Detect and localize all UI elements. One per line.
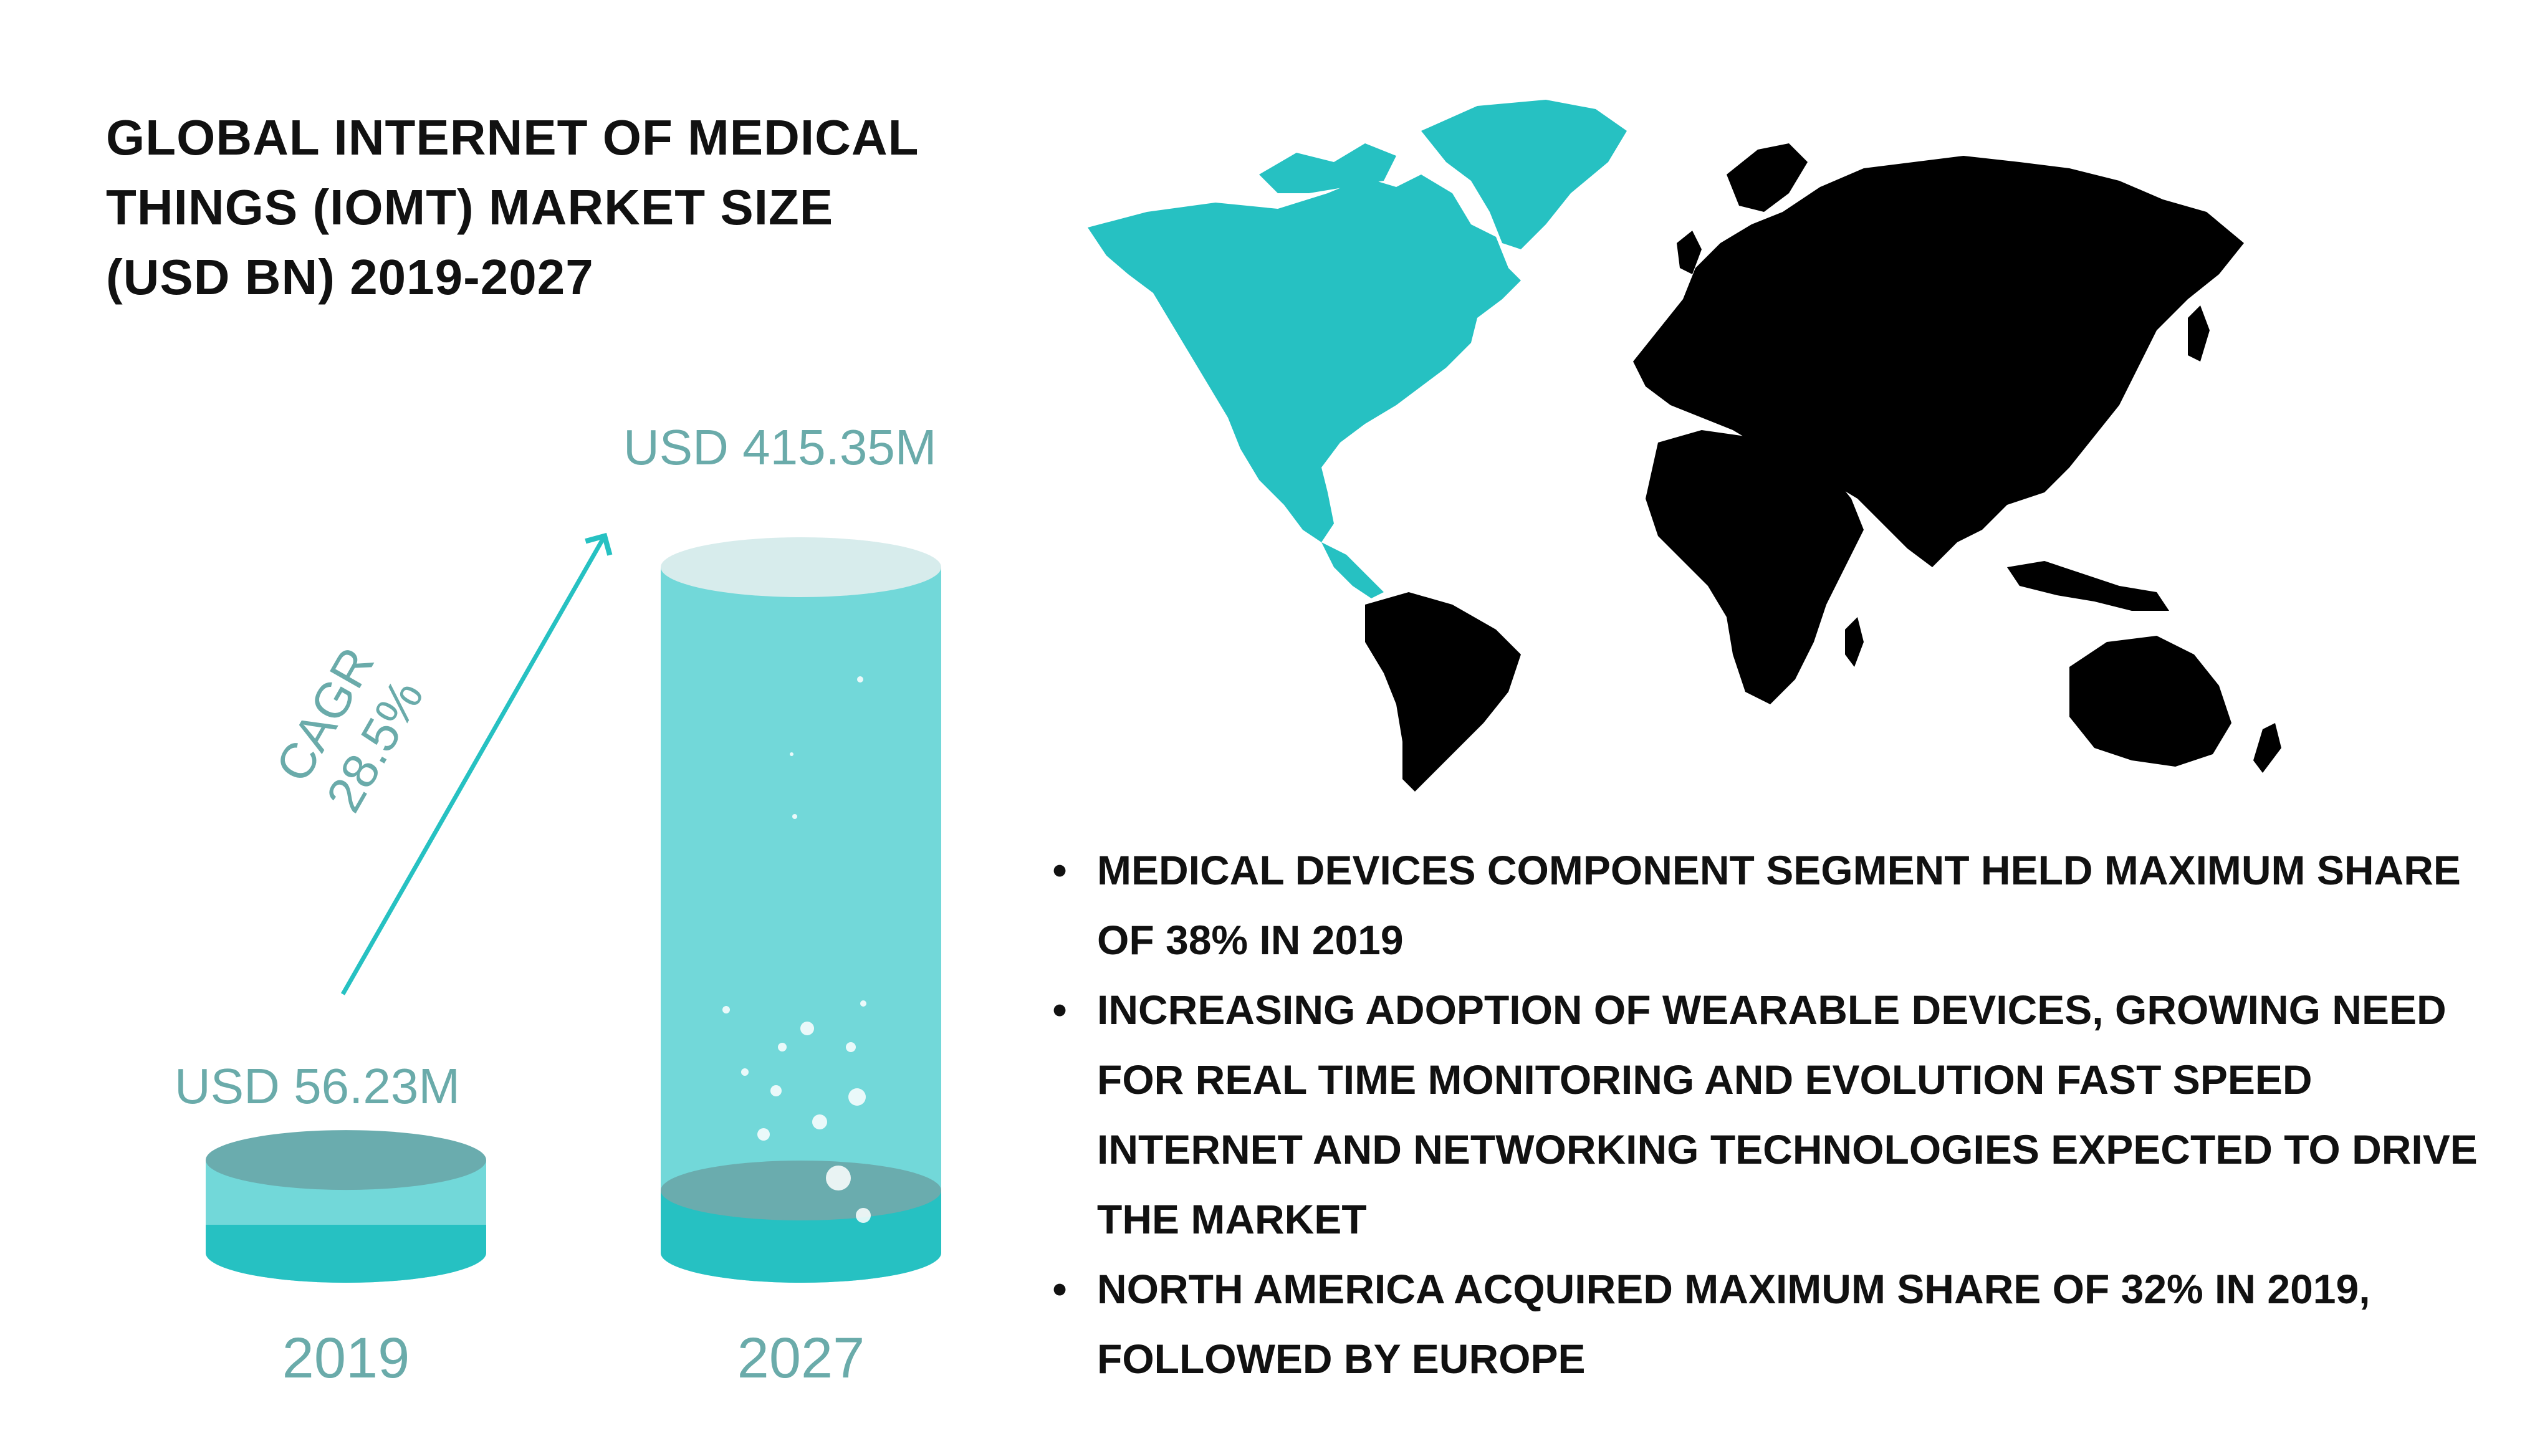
- map-new-zealand: [2253, 723, 2281, 773]
- map-africa: [1646, 430, 1864, 704]
- bullet-dot: •: [1052, 1266, 1067, 1312]
- map-arctic-islands: [1259, 143, 1396, 193]
- bubble: [800, 1022, 814, 1035]
- title-line-1: GLOBAL INTERNET OF MEDICAL: [106, 110, 919, 165]
- map-indonesia: [2007, 561, 2169, 611]
- bubble: [790, 752, 793, 756]
- key-findings-list: • MEDICAL DEVICES COMPONENT SEGMENT HELD…: [1047, 835, 2481, 1394]
- bars-layer: [206, 537, 941, 1283]
- bubble: [860, 1000, 866, 1007]
- finding-text: MEDICAL DEVICES COMPONENT SEGMENT HELD M…: [1097, 847, 2461, 963]
- cagr-arrow: [340, 532, 613, 995]
- map-uk: [1677, 231, 1702, 274]
- bubble: [846, 1042, 856, 1052]
- map-central-america: [1321, 542, 1384, 598]
- bubble: [722, 1006, 730, 1013]
- map-south-america: [1365, 592, 1521, 792]
- bar-body: [661, 567, 941, 1283]
- world-map: [1088, 100, 2281, 792]
- bubble: [792, 814, 797, 819]
- title-line-3: (USD BN) 2019-2027: [106, 249, 594, 305]
- bubble: [757, 1128, 770, 1141]
- bullet-dot: •: [1052, 987, 1067, 1033]
- bubble: [826, 1166, 851, 1190]
- bubble: [857, 676, 863, 682]
- map-japan: [2188, 305, 2210, 362]
- chart-title: GLOBAL INTERNET OF MEDICAL THINGS (IOMT)…: [106, 103, 979, 312]
- bubble: [812, 1114, 827, 1129]
- map-australia: [2069, 636, 2231, 767]
- bubble: [848, 1088, 866, 1106]
- data-label: USD 56.23M: [175, 1058, 460, 1114]
- bar-top: [661, 537, 941, 597]
- map-greenland: [1421, 100, 1627, 249]
- bar-2019: [206, 1130, 486, 1283]
- bar-base-band: [206, 1225, 486, 1283]
- title-line-2: THINGS (IOMT) MARKET SIZE: [106, 180, 834, 235]
- labels-layer: USD 56.23M 2019 USD 415.35M 2027: [175, 419, 936, 1390]
- bar-2027: [661, 537, 941, 1283]
- map-north-america: [1088, 175, 1521, 542]
- bubble: [778, 1043, 787, 1051]
- bullet-dot: •: [1052, 847, 1067, 893]
- map-scandinavia: [1727, 143, 1808, 212]
- category-label: 2019: [282, 1326, 410, 1390]
- finding-item: • MEDICAL DEVICES COMPONENT SEGMENT HELD…: [1047, 835, 2481, 975]
- bubble: [770, 1085, 782, 1096]
- bubble: [741, 1068, 749, 1076]
- finding-text: NORTH AMERICA ACQUIRED MAXIMUM SHARE OF …: [1097, 1266, 2370, 1382]
- bar-inner-fill: [661, 1161, 941, 1220]
- finding-item: • INCREASING ADOPTION OF WEARABLE DEVICE…: [1047, 975, 2481, 1254]
- category-label: 2027: [737, 1326, 865, 1390]
- data-label: USD 415.35M: [623, 419, 936, 475]
- finding-item: • NORTH AMERICA ACQUIRED MAXIMUM SHARE O…: [1047, 1254, 2481, 1394]
- finding-text: INCREASING ADOPTION OF WEARABLE DEVICES,…: [1097, 987, 2478, 1242]
- map-eurasia: [1633, 156, 2244, 567]
- bubble: [856, 1208, 871, 1223]
- map-madagascar: [1845, 617, 1864, 667]
- bar-top: [206, 1130, 486, 1190]
